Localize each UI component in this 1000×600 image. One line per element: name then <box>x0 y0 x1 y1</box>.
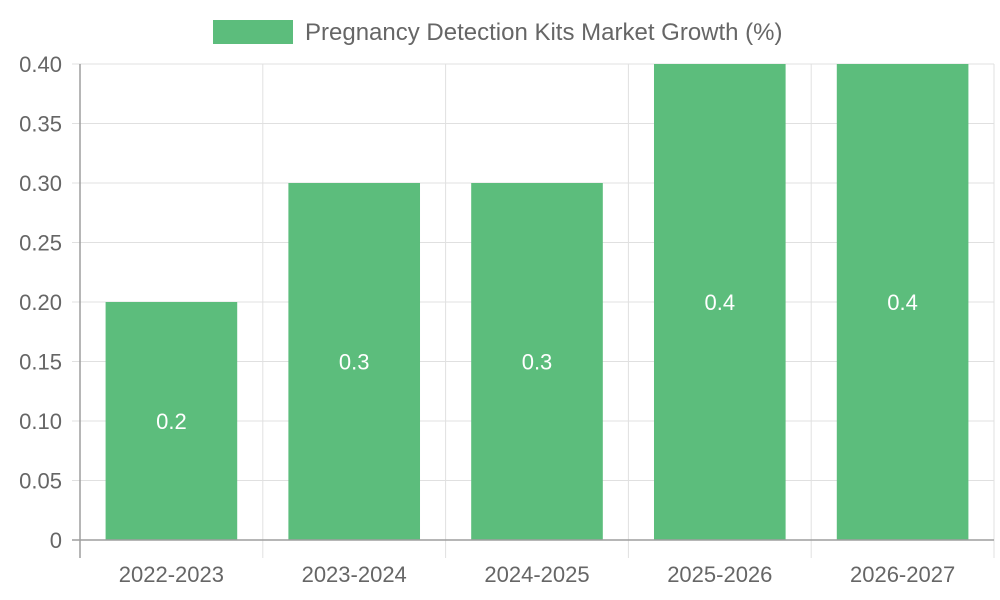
bars <box>105 64 969 540</box>
data-label: 0.2 <box>156 409 187 434</box>
bar[interactable] <box>288 183 421 540</box>
data-label: 0.4 <box>705 290 736 315</box>
data-label: 0.3 <box>339 350 370 375</box>
y-tick-label: 0.20 <box>19 290 62 315</box>
y-tick-label: 0.10 <box>19 409 62 434</box>
y-tick-label: 0.25 <box>19 231 62 256</box>
y-tick-label: 0.30 <box>19 171 62 196</box>
data-labels: 0.2 0.3 0.3 0.4 0.4 <box>156 290 918 434</box>
data-label: 0.3 <box>522 350 553 375</box>
legend-label: Pregnancy Detection Kits Market Growth (… <box>305 19 783 46</box>
bar[interactable] <box>105 302 238 540</box>
data-label: 0.4 <box>887 290 918 315</box>
y-tick-label: 0.40 <box>19 52 62 77</box>
bar[interactable] <box>471 183 603 540</box>
axes <box>72 63 995 558</box>
x-tick-label: 2022-2023 <box>119 562 224 587</box>
y-axis-tick-labels: 0 0.05 0.10 0.15 0.20 0.25 0.30 0.35 0.40 <box>19 52 62 553</box>
x-tick-label: 2026-2027 <box>850 562 955 587</box>
x-tick-label: 2023-2024 <box>302 562 407 587</box>
bar[interactable] <box>653 64 786 540</box>
y-tick-label: 0.05 <box>19 469 62 494</box>
bar[interactable] <box>836 64 969 540</box>
legend-swatch <box>213 20 293 44</box>
y-tick-label: 0 <box>50 528 62 553</box>
x-tick-label: 2024-2025 <box>484 562 589 587</box>
y-tick-label: 0.35 <box>19 112 62 137</box>
y-tick-label: 0.15 <box>19 350 62 375</box>
legend[interactable]: Pregnancy Detection Kits Market Growth (… <box>213 19 783 46</box>
x-tick-label: 2025-2026 <box>667 562 772 587</box>
x-axis-tick-labels: 2022-2023 2023-2024 2024-2025 2025-2026 2026… <box>119 562 955 587</box>
